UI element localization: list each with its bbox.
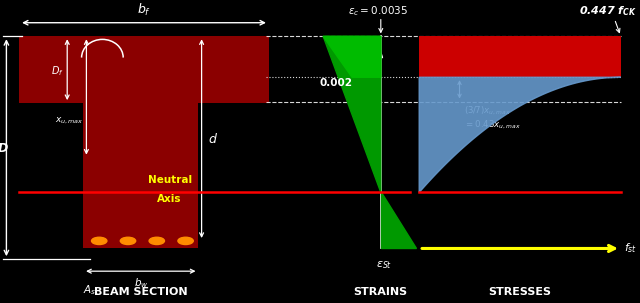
Polygon shape [419, 77, 621, 192]
Bar [19, 36, 269, 103]
Text: $\epsilon_{St}$: $\epsilon_{St}$ [376, 259, 392, 271]
Text: $\epsilon_c =0.0035$: $\epsilon_c =0.0035$ [348, 5, 408, 18]
Text: $A_{st}$: $A_{st}$ [83, 283, 100, 297]
Text: Neutral: Neutral [148, 175, 191, 185]
Circle shape [178, 237, 193, 245]
Text: 0.002: 0.002 [320, 78, 353, 88]
Text: STRESSES: STRESSES [488, 287, 552, 298]
Text: BEAM SECTION: BEAM SECTION [94, 287, 188, 298]
Text: $f_{st}$: $f_{st}$ [624, 241, 637, 255]
Text: $\bfit{0.447\ f_{CK}}$: $\bfit{0.447\ f_{CK}}$ [579, 5, 637, 18]
Polygon shape [381, 192, 416, 248]
Text: $(3/7)x_{u,max}$
$=0.43x_{u,max}$: $(3/7)x_{u,max}$ $=0.43x_{u,max}$ [464, 105, 521, 131]
Circle shape [92, 237, 107, 245]
Polygon shape [323, 36, 381, 192]
Text: $b_f$: $b_f$ [137, 2, 151, 18]
Text: $d$: $d$ [208, 132, 218, 146]
Text: STRAINS: STRAINS [354, 287, 408, 298]
Polygon shape [323, 36, 381, 77]
Circle shape [120, 237, 136, 245]
Text: $x_{u,max}$: $x_{u,max}$ [54, 116, 83, 126]
Text: $D_f$: $D_f$ [51, 64, 64, 78]
Bar [419, 36, 621, 77]
Text: $b_w$: $b_w$ [134, 276, 148, 290]
Text: Axis: Axis [157, 194, 182, 204]
Bar [83, 36, 198, 248]
Circle shape [149, 237, 164, 245]
Text: D: D [0, 142, 8, 155]
